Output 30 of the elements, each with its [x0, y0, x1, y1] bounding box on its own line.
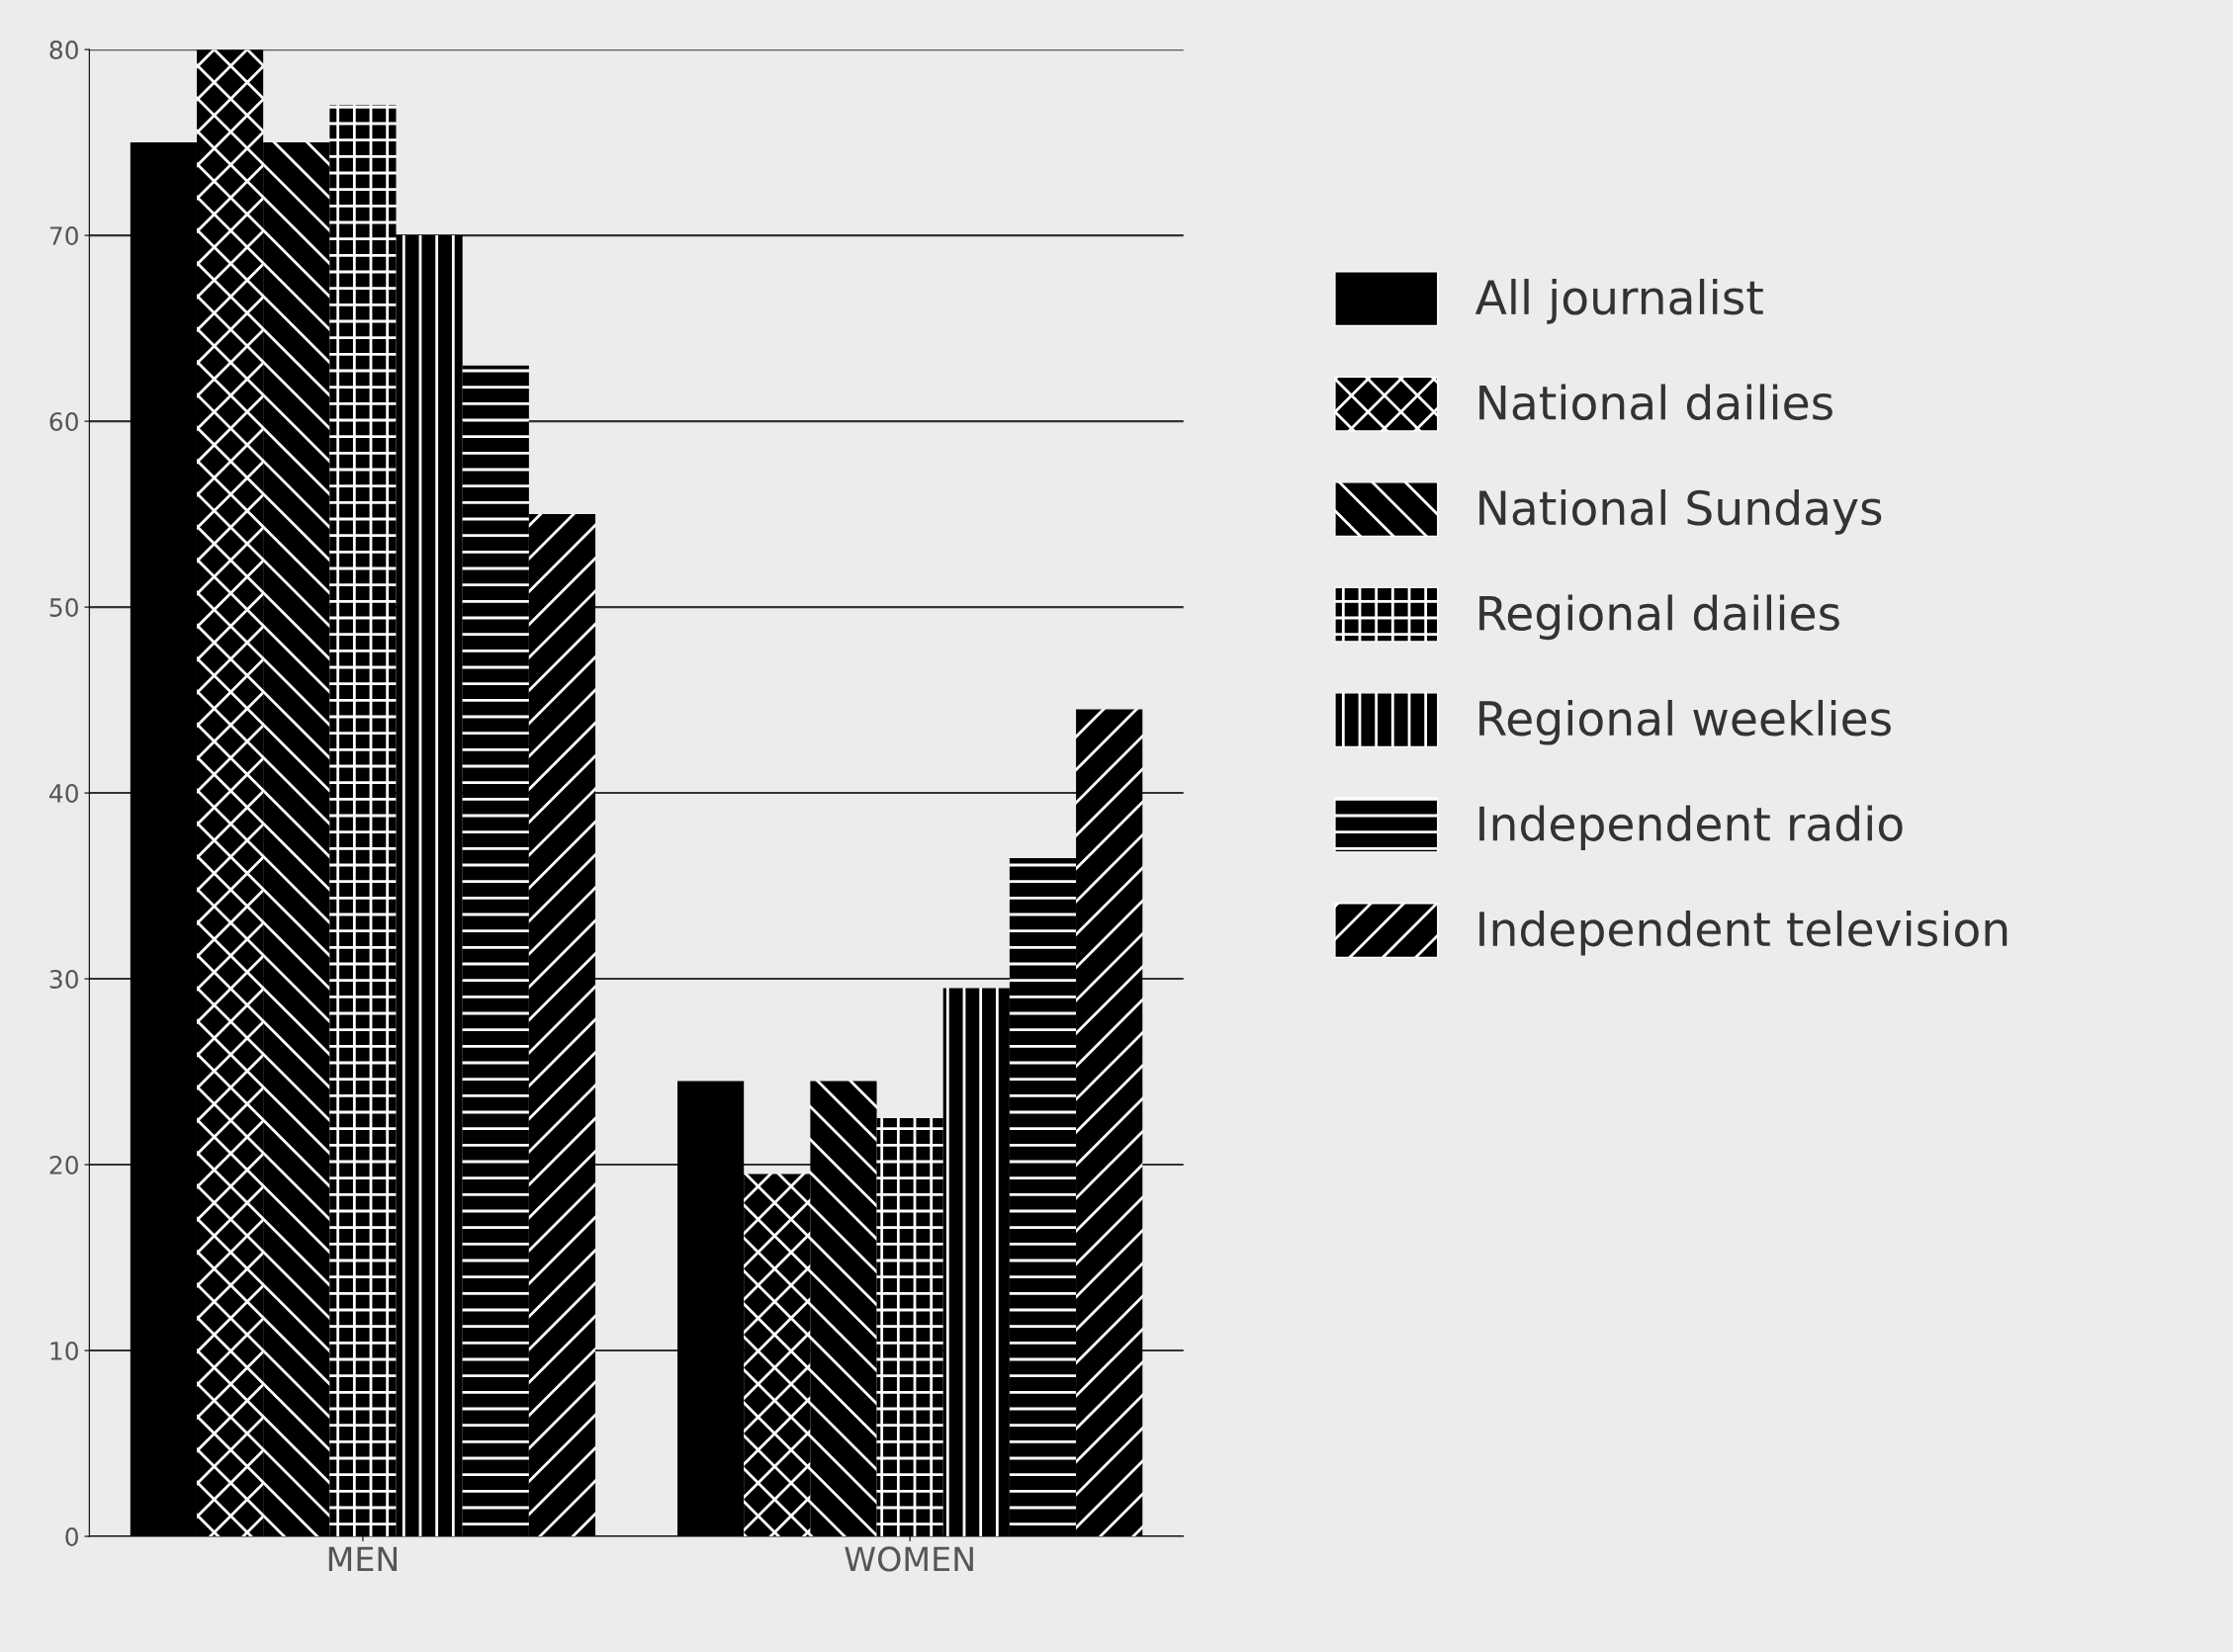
bar [744, 1174, 811, 1537]
bar [876, 1118, 943, 1537]
y-tick-label: 60 [49, 412, 78, 431]
legend-label: Independent television [1479, 910, 2008, 956]
bar [462, 365, 529, 1537]
y-tick-label: 70 [49, 226, 78, 245]
x-tick-label: MEN [328, 1546, 398, 1572]
legend-label: National dailies [1479, 384, 1832, 421]
y-tick-label: 80 [49, 41, 78, 59]
bar [1076, 709, 1143, 1537]
bar [810, 1081, 877, 1537]
bar [196, 49, 264, 1537]
legend-label: National Sundays [1479, 488, 1882, 535]
y-tick-label: 0 [65, 1526, 78, 1546]
y-tick-label: 20 [49, 1156, 78, 1174]
x-tick-label: WOMEN [845, 1546, 973, 1572]
bar [1009, 857, 1077, 1537]
bar [329, 105, 397, 1537]
y-tick-label: 30 [49, 970, 78, 989]
legend-label: Regional weeklies [1479, 699, 1891, 745]
bar [528, 514, 596, 1537]
y-tick-label: 10 [50, 1341, 78, 1360]
bar [396, 235, 463, 1537]
legend-label: All journalist [1474, 278, 1763, 324]
bar [263, 142, 330, 1537]
y-tick-label: 50 [49, 598, 78, 617]
y-tick-label: 40 [49, 784, 78, 803]
legend-label: Regional dailies [1479, 594, 1839, 641]
bar [942, 988, 1010, 1537]
legend-label: Independent radio [1479, 805, 1903, 851]
